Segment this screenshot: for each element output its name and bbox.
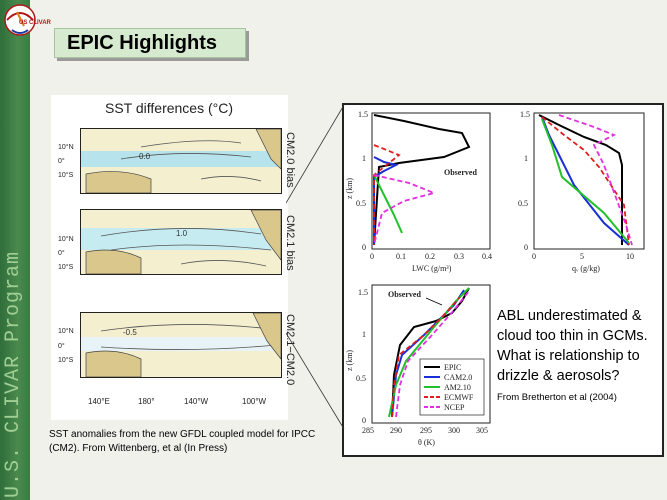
z-axis-label-c: z (km) (345, 350, 354, 371)
lon-tick-100w: 100°W (242, 397, 267, 406)
lwc-tick-0.1: 0.1 (396, 252, 406, 261)
theta-axis-label: θ (K) (418, 438, 435, 447)
logo-text: US CLIVAR (19, 20, 51, 26)
legend-epic: EPIC (444, 363, 461, 372)
lon-tick-140w: 140°W (184, 397, 209, 406)
z-tick-1-a: 1 (362, 154, 366, 163)
sst-map-cm20: 0.0 (80, 128, 282, 194)
lwc-tick-0.4: 0.4 (482, 252, 492, 261)
z-tick-0-a: 0 (362, 243, 366, 252)
sst-caption: SST anomalies from the new GFDL coupled … (49, 429, 316, 454)
legend-am210: AM2.10 (444, 383, 471, 392)
slide-title-box: EPIC Highlights (54, 28, 246, 58)
lat-tick-10s-a: 10°S (58, 172, 74, 179)
observed-label-theta: Observed (388, 290, 421, 299)
abl-caption: ABL underestimated & cloud too thin in G… (497, 308, 648, 384)
q-axis-label: qᵥ (g/kg) (572, 264, 600, 273)
lat-tick-10n-b: 10°N (58, 236, 74, 243)
legend-ecmwf: ECMWF (444, 393, 474, 402)
sst-label-cm20-bias: CM2.0 bias (284, 132, 296, 188)
theta-tick-290: 290 (390, 426, 402, 435)
q-tick-0: 0 (532, 252, 536, 261)
abl-citation: From Bretherton et al (2004) (497, 392, 617, 403)
z-tick-1.5-a: 1.5 (358, 110, 368, 119)
z-tick-1.5-b: 1.5 (520, 110, 530, 119)
z-tick-0.5-b: 0.5 (518, 199, 528, 208)
q-tick-10: 10 (626, 252, 634, 261)
z-tick-1-b: 1 (524, 154, 528, 163)
lwc-tick-0.3: 0.3 (454, 252, 464, 261)
sst-contour-label-3: -0.5 (123, 328, 137, 337)
observed-label-lwc: Observed (444, 168, 477, 177)
z-tick-0-b: 0 (524, 243, 528, 252)
z-axis-label-a: z (km) (345, 178, 354, 199)
z-tick-0.5-c: 0.5 (356, 374, 366, 383)
lat-tick-0-a: 0° (58, 158, 65, 165)
lwc-tick-0: 0 (370, 252, 374, 261)
us-clivar-logo: US CLIVAR (2, 2, 51, 44)
lon-tick-140e: 140°E (88, 397, 110, 406)
lat-tick-10n-a: 10°N (58, 144, 74, 151)
legend-ncep: NCEP (444, 403, 465, 412)
sidebar-program-text: U.S. CLIVAR Program (2, 250, 25, 498)
q-tick-5: 5 (580, 252, 584, 261)
lwc-tick-0.2: 0.2 (425, 252, 435, 261)
theta-tick-295: 295 (420, 426, 432, 435)
sst-map-diff: -0.5 (80, 312, 282, 378)
theta-tick-305: 305 (476, 426, 488, 435)
legend-cam20: CAM2.0 (444, 373, 472, 382)
sst-figure-title: SST differences (°C) (105, 100, 234, 116)
sst-contour-label-2: 1.0 (176, 229, 188, 238)
lat-tick-10n-c: 10°N (58, 328, 74, 335)
abl-profiles-svg: Observed 1.5 1 0.5 0 z (km) 0 0.1 0.2 0.… (345, 110, 645, 447)
sst-label-cm21-bias: CM2.1 bias (284, 215, 296, 271)
lat-tick-10s-c: 10°S (58, 357, 74, 364)
z-tick-1.5-c: 1.5 (358, 288, 368, 297)
sst-label-cm21-cm20: CM2.1−CM2.0 (284, 314, 296, 386)
slide-title: EPIC Highlights (67, 32, 217, 54)
lwc-axis-label: LWC (g/m³) (412, 264, 452, 273)
sidebar: U.S. CLIVAR Program (0, 0, 30, 500)
theta-tick-285: 285 (362, 426, 374, 435)
sst-map-cm21: 1.0 (80, 209, 282, 275)
theta-tick-300: 300 (448, 426, 460, 435)
lat-tick-0-c: 0° (58, 343, 65, 350)
lat-tick-0-b: 0° (58, 250, 65, 257)
lat-tick-10s-b: 10°S (58, 264, 74, 271)
z-tick-1-c: 1 (362, 330, 366, 339)
sst-contour-label-1: 0.0 (139, 152, 151, 161)
abl-figure-panel (342, 103, 664, 457)
z-tick-0-c: 0 (362, 416, 366, 425)
z-tick-0.5-a: 0.5 (356, 199, 366, 208)
lon-tick-180: 180° (138, 397, 155, 406)
